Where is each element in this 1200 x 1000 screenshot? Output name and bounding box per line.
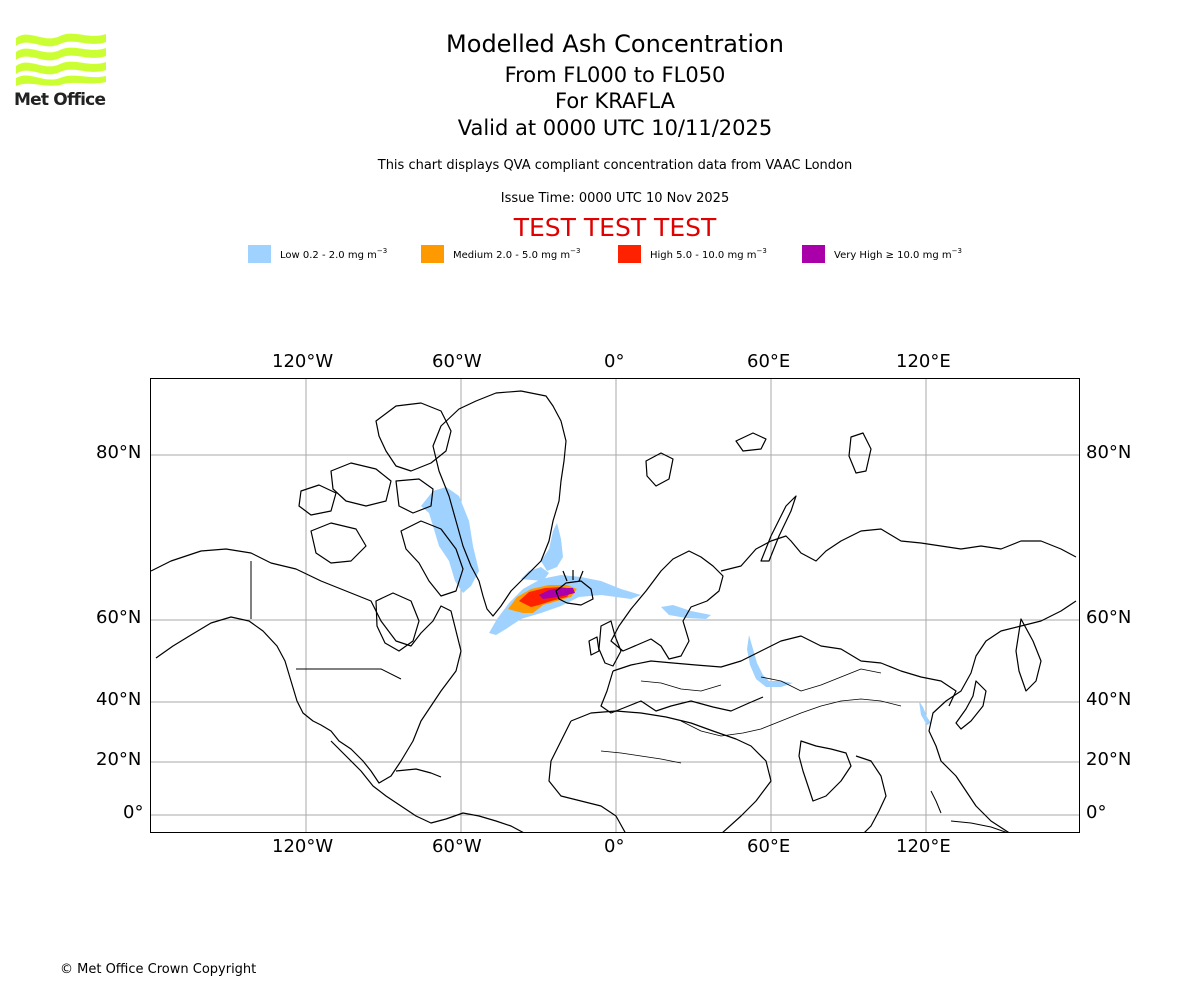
- lat-label-left-0: 0°: [123, 802, 144, 823]
- lon-label-bottom-120e: 120°E: [896, 836, 951, 857]
- lat-label-right-60n: 60°N: [1086, 607, 1132, 628]
- volcano-name: For KRAFLA: [555, 89, 675, 113]
- lon-label-top-60e: 60°E: [747, 351, 791, 372]
- legend-label-medium: Medium 2.0 - 5.0 mg m: [453, 250, 571, 261]
- lat-label-right-80n: 80°N: [1086, 442, 1132, 463]
- chart-title: Modelled Ash Concentration: [446, 30, 784, 58]
- met-office-wave-icon: [16, 33, 106, 86]
- map-canvas: [151, 379, 1079, 832]
- legend-item-medium: Medium 2.0 - 5.0 mg m−3: [421, 244, 580, 264]
- legend-item-low: Low 0.2 - 2.0 mg m−3: [248, 244, 387, 264]
- ash-low-region: [421, 487, 931, 725]
- legend-swatch-very-high: [802, 245, 825, 263]
- legend-label-very-high: Very High ≥ 10.0 mg m: [834, 250, 952, 261]
- lon-label-bottom-60e: 60°E: [747, 836, 791, 857]
- valid-time: Valid at 0000 UTC 10/11/2025: [457, 116, 773, 140]
- copyright-notice: © Met Office Crown Copyright: [60, 962, 257, 977]
- ash-concentration-map[interactable]: [150, 378, 1080, 833]
- legend-swatch-high: [618, 245, 641, 263]
- lat-label-left-20n: 20°N: [96, 749, 142, 770]
- legend-label-high: High 5.0 - 10.0 mg m: [650, 250, 757, 261]
- lat-label-left-60n: 60°N: [96, 607, 142, 628]
- met-office-logo: Met Office: [14, 30, 108, 112]
- lat-label-right-0: 0°: [1086, 802, 1107, 823]
- gridlines: [151, 379, 1079, 832]
- lon-label-top-0: 0°: [604, 351, 625, 372]
- lon-label-top-60w: 60°W: [432, 351, 482, 372]
- coastlines: [151, 390, 1077, 832]
- lon-label-top-120w: 120°W: [272, 351, 334, 372]
- legend-item-high: High 5.0 - 10.0 mg m−3: [618, 244, 767, 264]
- legend-swatch-low: [248, 245, 271, 263]
- flight-level-range: From FL000 to FL050: [504, 63, 726, 87]
- legend-item-very-high: Very High ≥ 10.0 mg m−3: [802, 244, 962, 264]
- lat-label-left-80n: 80°N: [96, 442, 142, 463]
- lat-label-right-20n: 20°N: [1086, 749, 1132, 770]
- legend-label-low: Low 0.2 - 2.0 mg m: [280, 250, 377, 261]
- test-banner: TEST TEST TEST: [513, 213, 717, 242]
- lon-label-bottom-0: 0°: [604, 836, 625, 857]
- lon-label-bottom-60w: 60°W: [432, 836, 482, 857]
- logo-text: Met Office: [14, 90, 106, 110]
- legend-swatch-medium: [421, 245, 444, 263]
- lat-label-left-40n: 40°N: [96, 689, 142, 710]
- chart-description: This chart displays QVA compliant concen…: [377, 158, 853, 173]
- issue-time: Issue Time: 0000 UTC 10 Nov 2025: [500, 191, 730, 206]
- lat-label-right-40n: 40°N: [1086, 689, 1132, 710]
- lon-label-bottom-120w: 120°W: [272, 836, 334, 857]
- lon-label-top-120e: 120°E: [896, 351, 951, 372]
